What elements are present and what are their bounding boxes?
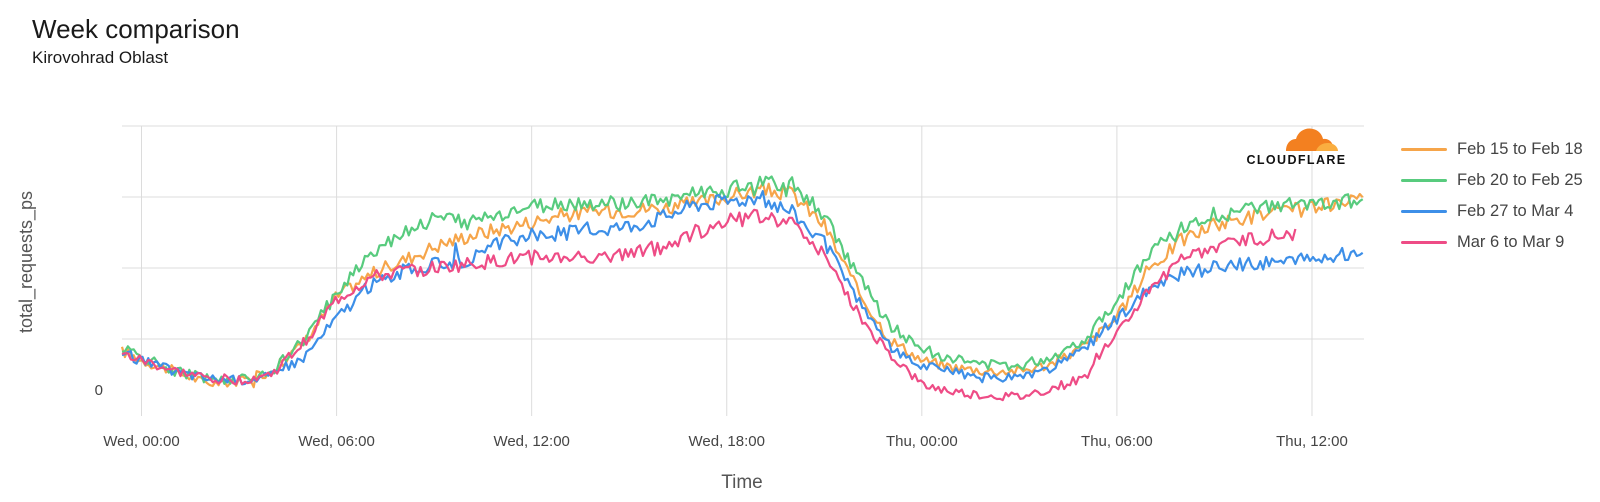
chart-title: Week comparison — [32, 14, 240, 44]
legend-item[interactable]: Mar 6 to Mar 9 — [1401, 227, 1583, 258]
grid-lines — [122, 125, 1364, 416]
legend: Feb 15 to Feb 18 Feb 20 to Feb 25 Feb 27 t… — [1401, 134, 1583, 258]
legend-item[interactable]: Feb 20 to Feb 25 — [1401, 165, 1583, 196]
x-tick-label: Wed, 12:00 — [493, 433, 569, 450]
x-tick-label: Wed, 06:00 — [298, 433, 374, 450]
x-tick-label: Wed, 18:00 — [689, 433, 765, 450]
x-tick-labels: Wed, 00:00 Wed, 06:00 Wed, 12:00 Wed, 18:00… — [103, 433, 1348, 450]
x-tick-label: Wed, 00:00 — [103, 433, 179, 450]
series-line-2 — [121, 190, 1364, 386]
legend-label: Feb 20 to Feb 25 — [1457, 171, 1583, 189]
series-line-0 — [120, 181, 1364, 389]
chart-subtitle: Kirovohrad Oblast — [32, 48, 169, 67]
x-tick-label: Thu, 06:00 — [1081, 433, 1153, 450]
legend-label: Feb 27 to Mar 4 — [1457, 202, 1574, 220]
x-axis-label: Time — [721, 472, 763, 493]
x-tick-label: Thu, 12:00 — [1276, 433, 1348, 450]
legend-label: Mar 6 to Mar 9 — [1457, 233, 1565, 251]
legend-swatch — [1401, 148, 1447, 151]
legend-swatch — [1401, 241, 1447, 244]
legend-label: Feb 15 to Feb 18 — [1457, 140, 1583, 158]
series-line-3 — [121, 208, 1297, 402]
legend-item[interactable]: Feb 27 to Mar 4 — [1401, 196, 1583, 227]
y-axis-label: total_requests_ps — [16, 191, 37, 333]
cloudflare-logo: CLOUDFLARE — [1238, 125, 1355, 167]
cloudflare-wordmark: CLOUDFLARE — [1246, 153, 1347, 167]
y-tick-label-0: 0 — [95, 382, 103, 399]
legend-swatch — [1401, 210, 1447, 213]
legend-item[interactable]: Feb 15 to Feb 18 — [1401, 134, 1583, 165]
cloud-icon — [1286, 128, 1338, 151]
series-lines — [120, 175, 1364, 402]
legend-swatch — [1401, 179, 1447, 182]
x-tick-label: Thu, 00:00 — [886, 433, 958, 450]
